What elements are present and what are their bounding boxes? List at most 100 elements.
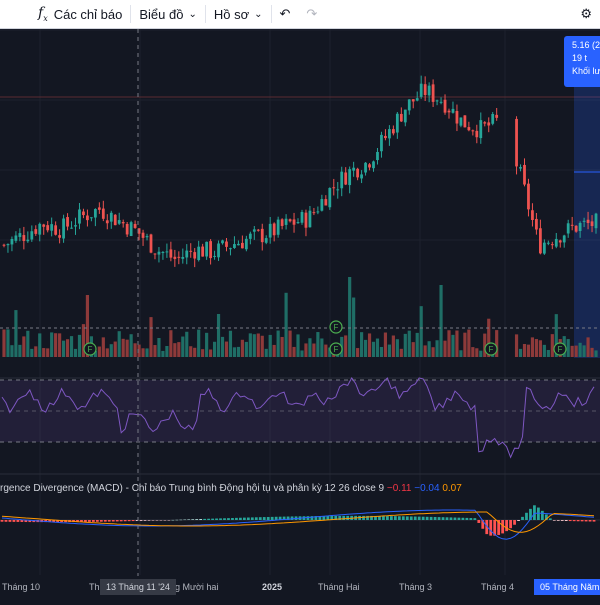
toolbar-divider: [270, 5, 272, 23]
volume-bar: [534, 339, 539, 357]
volume-bar: [288, 330, 292, 357]
macd-line: [1, 509, 595, 540]
chart-area[interactable]: F F F F F: [0, 29, 600, 600]
macd-legend[interactable]: rgence Divergence (MACD) - Chỉ báo Trung…: [0, 483, 462, 494]
macd-histogram-bar: [95, 520, 99, 522]
candle-body: [554, 238, 558, 247]
volume-bar: [375, 338, 380, 357]
macd-histogram-bar: [564, 520, 568, 521]
volume-bar: [220, 336, 225, 357]
candle-body: [574, 225, 578, 232]
candle-body: [495, 114, 499, 118]
volume-bar: [383, 332, 388, 357]
volume-bar: [149, 317, 153, 357]
macd-histogram-bar: [314, 516, 318, 520]
candle-body: [483, 122, 487, 124]
event-marker-label: F: [334, 345, 339, 354]
candle-body: [288, 219, 292, 222]
macd-histogram-bar: [521, 516, 524, 520]
macd-histogram-bar: [433, 516, 437, 520]
volume-bar: [586, 337, 590, 357]
volume-bar: [578, 342, 582, 357]
volume-bar: [574, 345, 578, 357]
macd-histogram-bar: [12, 520, 16, 522]
candle-body: [169, 249, 173, 258]
volume-bar: [129, 334, 133, 357]
candle-body: [562, 235, 566, 243]
macd-histogram-bar: [453, 517, 457, 520]
volume-bar: [471, 347, 475, 357]
time-axis[interactable]: Tháng 10 Th g Mười hai 13 Tháng 11 '24 2…: [0, 577, 600, 600]
macd-histogram-bar: [529, 508, 532, 520]
volume-bar: [348, 277, 352, 357]
macd-histogram-bar: [227, 518, 230, 520]
volume-bar: [419, 306, 423, 357]
candle-body: [197, 246, 201, 261]
macd-histogram-bar: [119, 520, 123, 522]
x-tick-label: Th: [89, 582, 100, 592]
indicators-button[interactable]: fx Các chỉ báo: [0, 0, 130, 28]
candle-body: [300, 211, 304, 223]
candle-body: [90, 217, 93, 219]
volume-bar: [284, 292, 288, 357]
settings-button[interactable]: ⚙: [572, 0, 600, 28]
candle-body: [272, 223, 276, 236]
candle-body: [443, 99, 447, 113]
macd-histogram-bar: [219, 518, 222, 520]
macd-histogram-bar: [254, 517, 258, 520]
candle-body: [121, 222, 125, 224]
candle-body: [149, 234, 153, 253]
undo-icon: ↶: [279, 6, 291, 21]
candle-body: [487, 122, 491, 126]
macd-histogram-bar: [20, 520, 24, 522]
macd-histogram-bar: [326, 515, 330, 520]
candle-body: [558, 240, 562, 243]
volume-bar: [145, 348, 149, 357]
candle-body: [42, 224, 46, 227]
candle-body: [308, 210, 312, 228]
candle-body: [538, 228, 542, 254]
chart-type-button[interactable]: Biểu đồ ⌄: [131, 0, 204, 28]
macd-histogram-bar: [239, 517, 242, 520]
candle-body: [252, 229, 256, 232]
candle-body: [570, 224, 574, 226]
x-tick-label: g Mười hai: [175, 582, 219, 592]
event-marker-label: F: [558, 345, 563, 354]
volume-bar: [77, 334, 82, 357]
macd-histogram-bar: [540, 510, 544, 520]
volume-bar: [30, 348, 34, 357]
macd-histogram-bar: [274, 516, 278, 520]
candle-body: [193, 252, 197, 259]
candle-body: [34, 229, 38, 234]
macd-histogram-bar: [111, 520, 115, 522]
candle-body: [471, 130, 475, 132]
volume-bar: [85, 295, 90, 357]
templates-button[interactable]: Hồ sơ ⌄: [206, 0, 271, 28]
macd-histogram-bar: [282, 516, 286, 520]
macd-histogram-bar: [576, 520, 580, 522]
macd-histogram-bar: [509, 520, 512, 529]
volume-bar: [216, 313, 221, 357]
macd-histogram-bar: [417, 516, 421, 520]
undo-button[interactable]: ↶: [272, 0, 299, 28]
candle-body: [46, 225, 50, 231]
macd-histogram-bar: [441, 517, 445, 520]
chart-canvas[interactable]: F F F F F: [0, 29, 600, 600]
candle-body: [292, 219, 296, 225]
macd-histogram-bar: [560, 520, 564, 521]
x-tick-label: Tháng 4: [481, 582, 515, 592]
redo-button[interactable]: ↷: [298, 0, 325, 28]
macd-histogram-bar: [556, 520, 560, 521]
function-icon: fx: [38, 5, 48, 23]
candle-body: [109, 212, 113, 222]
volume-bar: [73, 348, 78, 357]
macd-signal-value: 0.07: [442, 483, 462, 494]
candle-body: [78, 209, 81, 224]
macd-histogram-bar: [401, 516, 405, 520]
candle-body: [527, 183, 530, 210]
tooltip-change: 19 t: [572, 53, 588, 63]
candle-body: [590, 221, 594, 227]
event-marker-icon: [329, 342, 343, 356]
volume-bar: [292, 346, 296, 357]
macd-histogram-bar: [262, 517, 266, 520]
